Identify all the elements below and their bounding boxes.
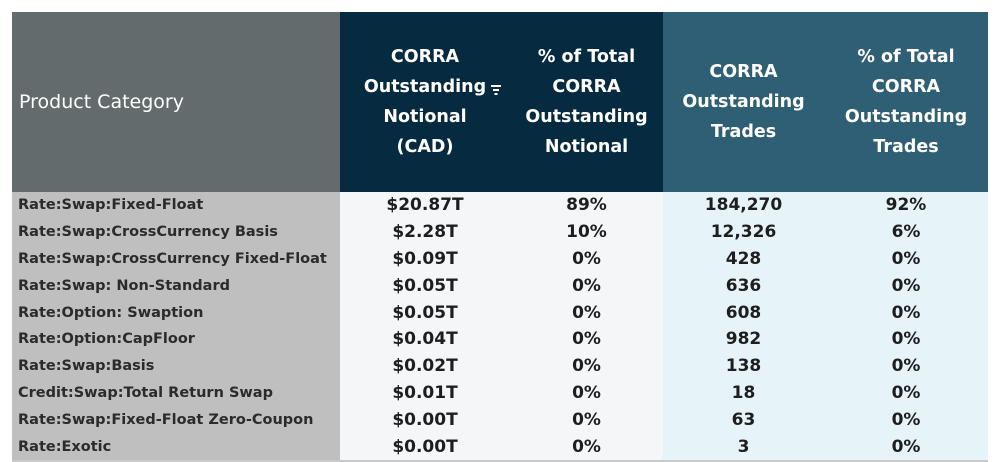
table-row: Rate:Option:CapFloor $0.04T 0% 982 0% (12, 325, 988, 353)
table-row: Credit:Swap:Total Return Swap $0.01T 0% … (12, 379, 988, 407)
pct-trades-cell: 0% (824, 406, 988, 434)
pct-notional-cell: 10% (510, 218, 663, 246)
pct-trades-cell: 0% (824, 272, 988, 300)
header-row: Product Category CORRA Outstanding Notio… (12, 12, 988, 192)
pct-trades-cell: 0% (824, 352, 988, 380)
pct-notional-cell: 0% (510, 272, 663, 300)
header-pct-notional: % of Total CORRA Outstanding Notional (510, 12, 663, 192)
trades-cell: 428 (663, 245, 824, 273)
product-category-cell: Rate:Swap:Fixed-Float (12, 192, 340, 219)
pct-notional-cell: 0% (510, 299, 663, 326)
pct-trades-cell: 0% (824, 325, 988, 353)
table-row: Rate:Swap:Fixed-Float $20.87T 89% 184,27… (12, 192, 988, 219)
table-row: Rate:Swap:CrossCurrency Fixed-Float $0.0… (12, 245, 988, 273)
table-row: Rate:Exotic $0.00T 0% 3 0% (12, 433, 988, 462)
table-row: Rate:Swap: Non-Standard $0.05T 0% 636 0% (12, 272, 988, 300)
product-category-cell: Rate:Swap:CrossCurrency Fixed-Float (12, 245, 340, 273)
notional-cell: $0.05T (340, 299, 510, 326)
pct-trades-cell: 92% (824, 192, 988, 219)
notional-cell: $0.00T (340, 406, 510, 434)
notional-cell: $0.02T (340, 352, 510, 380)
product-category-cell: Rate:Swap:CrossCurrency Basis (12, 218, 340, 246)
product-category-cell: Rate:Swap:Basis (12, 352, 340, 380)
notional-cell: $0.04T (340, 325, 510, 353)
header-pct-trades: % of Total CORRA Outstanding Trades (824, 12, 988, 192)
trades-cell: 982 (663, 325, 824, 353)
product-category-cell: Rate:Swap:Fixed-Float Zero-Coupon (12, 406, 340, 434)
table-row: Rate:Swap:Fixed-Float Zero-Coupon $0.00T… (12, 406, 988, 434)
notional-cell: $0.01T (340, 379, 510, 407)
trades-cell: 12,326 (663, 218, 824, 246)
product-category-cell: Credit:Swap:Total Return Swap (12, 379, 340, 407)
pct-notional-cell: 0% (510, 245, 663, 273)
trades-cell: 184,270 (663, 192, 824, 219)
pct-notional-cell: 0% (510, 352, 663, 380)
notional-cell: $0.05T (340, 272, 510, 300)
pct-trades-cell: 6% (824, 218, 988, 246)
table-row: Rate:Swap:Basis $0.02T 0% 138 0% (12, 352, 988, 380)
notional-cell: $0.09T (340, 245, 510, 273)
notional-cell: $2.28T (340, 218, 510, 246)
pct-trades-cell: 0% (824, 299, 988, 326)
product-category-cell: Rate:Option:CapFloor (12, 325, 340, 353)
table-row: Rate:Swap:CrossCurrency Basis $2.28T 10%… (12, 218, 988, 246)
trades-cell: 18 (663, 379, 824, 407)
pct-trades-cell: 0% (824, 433, 988, 462)
header-outstanding-notional-label: CORRA Outstanding Notional (CAD) (363, 47, 487, 157)
table-body: Rate:Swap:Fixed-Float $20.87T 89% 184,27… (12, 192, 988, 462)
header-product-category: Product Category (12, 12, 340, 192)
table-header: Product Category CORRA Outstanding Notio… (12, 12, 988, 192)
pct-notional-cell: 0% (510, 379, 663, 407)
trades-cell: 3 (663, 433, 824, 462)
pct-trades-cell: 0% (824, 245, 988, 273)
header-outstanding-trades: CORRA Outstanding Trades (663, 12, 824, 192)
notional-cell: $0.00T (340, 433, 510, 462)
trades-cell: 63 (663, 406, 824, 434)
product-category-cell: Rate:Swap: Non-Standard (12, 272, 340, 300)
notional-cell: $20.87T (340, 192, 510, 219)
product-category-cell: Rate:Exotic (12, 433, 340, 462)
product-category-cell: Rate:Option: Swaption (12, 299, 340, 326)
header-outstanding-notional[interactable]: CORRA Outstanding Notional (CAD) (340, 12, 510, 192)
trades-cell: 138 (663, 352, 824, 380)
corra-table: Product Category CORRA Outstanding Notio… (12, 12, 988, 462)
pct-notional-cell: 0% (510, 406, 663, 434)
pct-trades-cell: 0% (824, 379, 988, 407)
trades-cell: 608 (663, 299, 824, 326)
trades-cell: 636 (663, 272, 824, 300)
table-row: Rate:Option: Swaption $0.05T 0% 608 0% (12, 299, 988, 326)
filter-icon[interactable] (491, 85, 502, 95)
pct-notional-cell: 0% (510, 433, 663, 462)
pct-notional-cell: 89% (510, 192, 663, 219)
pct-notional-cell: 0% (510, 325, 663, 353)
